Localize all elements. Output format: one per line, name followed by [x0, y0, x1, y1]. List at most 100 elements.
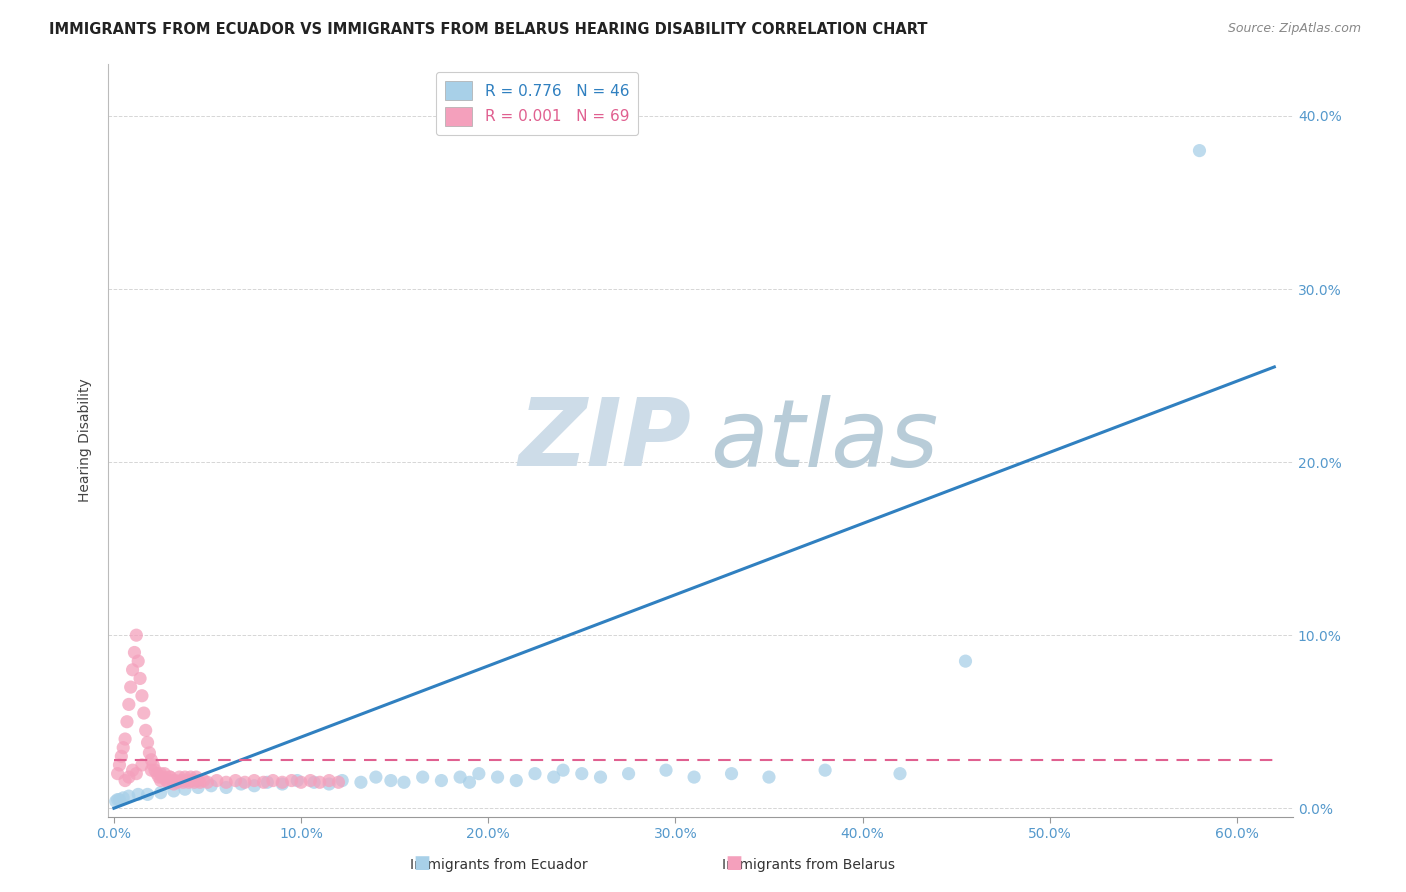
- Text: Immigrants from Ecuador: Immigrants from Ecuador: [411, 858, 588, 872]
- Point: [118, 789, 141, 804]
- Point: [243, 779, 266, 793]
- Point: [141, 763, 163, 777]
- Point: [108, 792, 131, 806]
- Point: [449, 770, 471, 784]
- Point: [159, 770, 181, 784]
- Point: [163, 777, 186, 791]
- Point: [160, 773, 183, 788]
- Point: [200, 779, 222, 793]
- Point: [205, 773, 228, 788]
- Point: [188, 775, 211, 789]
- Point: [318, 773, 340, 788]
- Point: [955, 654, 977, 668]
- Point: [186, 770, 208, 784]
- Point: [505, 773, 527, 788]
- Point: [589, 770, 612, 784]
- Point: [193, 773, 215, 788]
- Point: [112, 740, 135, 755]
- Text: atlas: atlas: [710, 395, 938, 486]
- Point: [120, 680, 142, 694]
- Point: [149, 786, 172, 800]
- Point: [252, 775, 274, 789]
- Point: [114, 773, 136, 788]
- Point: [149, 773, 172, 788]
- Point: [136, 788, 159, 802]
- Point: [543, 770, 565, 784]
- Point: [412, 770, 434, 784]
- Point: [166, 775, 188, 789]
- Point: [112, 790, 135, 805]
- Text: ■: ■: [413, 855, 430, 872]
- Point: [148, 770, 170, 784]
- Y-axis label: Hearing Disability: Hearing Disability: [79, 378, 93, 502]
- Point: [172, 775, 194, 789]
- Point: [328, 775, 350, 789]
- Point: [125, 628, 148, 642]
- Point: [380, 773, 402, 788]
- Legend: R = 0.776   N = 46, R = 0.001   N = 69: R = 0.776 N = 46, R = 0.001 N = 69: [436, 71, 638, 136]
- Point: [163, 784, 186, 798]
- Point: [308, 775, 330, 789]
- Point: [330, 773, 353, 788]
- Point: [1188, 144, 1211, 158]
- Text: IMMIGRANTS FROM ECUADOR VS IMMIGRANTS FROM BELARUS HEARING DISABILITY CORRELATIO: IMMIGRANTS FROM ECUADOR VS IMMIGRANTS FR…: [49, 22, 928, 37]
- Point: [104, 794, 127, 808]
- Point: [458, 775, 481, 789]
- Point: [108, 758, 131, 772]
- Point: [683, 770, 706, 784]
- Point: [617, 766, 640, 780]
- Point: [174, 770, 197, 784]
- Point: [153, 766, 176, 780]
- Text: ZIP: ZIP: [519, 394, 692, 486]
- Point: [152, 770, 174, 784]
- Point: [132, 706, 155, 720]
- Point: [124, 645, 146, 659]
- Point: [350, 775, 373, 789]
- Point: [271, 777, 294, 791]
- Point: [215, 780, 238, 795]
- Point: [121, 663, 143, 677]
- Point: [364, 770, 387, 784]
- Point: [118, 770, 141, 784]
- Point: [271, 775, 294, 789]
- Point: [131, 689, 153, 703]
- Point: [141, 753, 163, 767]
- Point: [177, 775, 200, 789]
- Point: [155, 773, 177, 788]
- Point: [121, 763, 143, 777]
- Point: [142, 758, 165, 772]
- Point: [170, 773, 193, 788]
- Point: [392, 775, 415, 789]
- Point: [720, 766, 742, 780]
- Point: [486, 770, 509, 784]
- Point: [889, 766, 911, 780]
- Point: [655, 763, 678, 777]
- Point: [262, 773, 284, 788]
- Point: [758, 770, 780, 784]
- Point: [197, 775, 219, 789]
- Point: [146, 766, 169, 780]
- Point: [233, 775, 256, 789]
- Point: [243, 773, 266, 788]
- Point: [165, 773, 187, 788]
- Point: [125, 766, 148, 780]
- Point: [524, 766, 547, 780]
- Point: [183, 775, 205, 789]
- Point: [187, 780, 209, 795]
- Point: [107, 766, 129, 780]
- Point: [318, 777, 340, 791]
- Point: [138, 746, 160, 760]
- Point: [468, 766, 491, 780]
- Point: [285, 773, 308, 788]
- Point: [215, 775, 238, 789]
- Text: Source: ZipAtlas.com: Source: ZipAtlas.com: [1227, 22, 1361, 36]
- Point: [159, 770, 181, 784]
- Point: [174, 782, 197, 797]
- Point: [157, 775, 180, 789]
- Point: [115, 714, 138, 729]
- Point: [814, 763, 837, 777]
- Point: [169, 770, 191, 784]
- Point: [231, 777, 253, 791]
- Point: [290, 775, 312, 789]
- Point: [176, 773, 198, 788]
